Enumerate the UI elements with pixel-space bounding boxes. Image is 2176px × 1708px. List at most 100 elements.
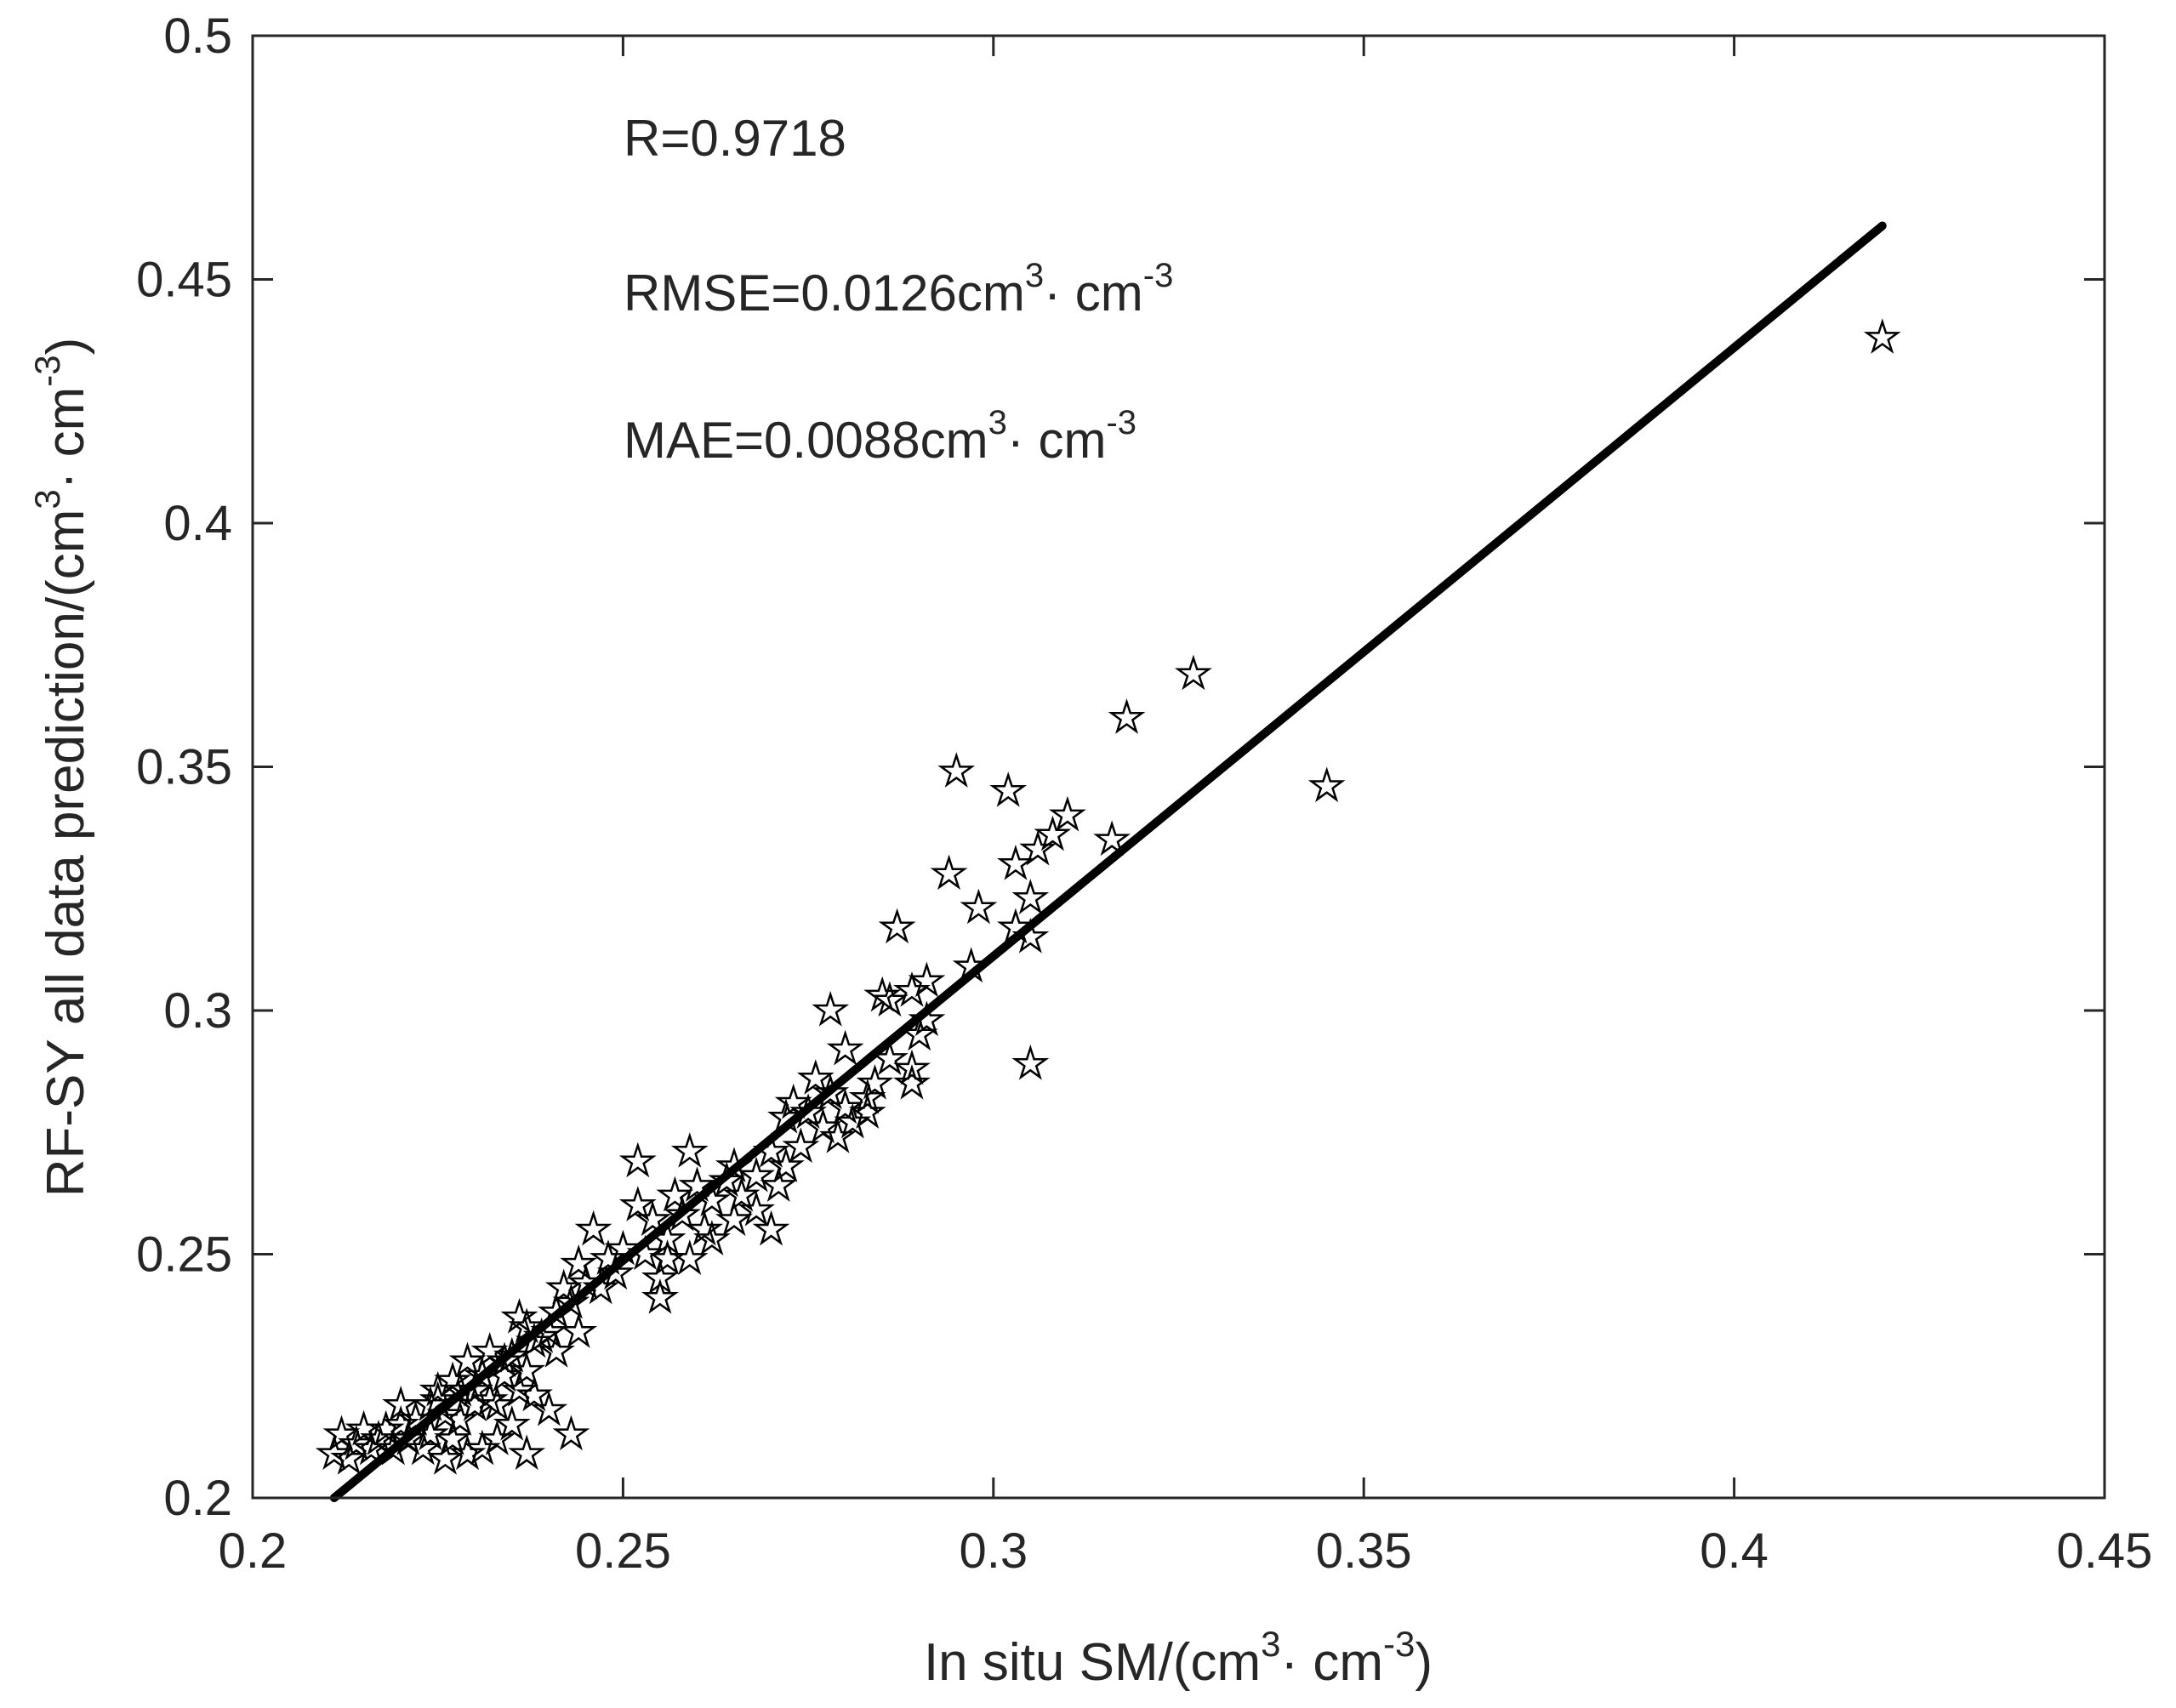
data-point <box>1034 815 1072 851</box>
data-point <box>426 1395 464 1432</box>
data-point <box>834 1102 872 1139</box>
data-point <box>544 1268 583 1305</box>
data-point <box>782 1127 820 1164</box>
x-tick-label: 0.35 <box>1316 1523 1412 1579</box>
data-point <box>664 1195 701 1232</box>
data-point <box>508 1351 546 1387</box>
data-point <box>960 888 998 925</box>
stat-rmse-sup1: 3 <box>1025 257 1044 294</box>
y-axis-label-end: ) <box>37 338 95 356</box>
x-axis-label-sup1: 3 <box>1261 1624 1280 1664</box>
data-point <box>856 1063 894 1100</box>
y-tick-label: 0.45 <box>136 253 232 308</box>
x-axis-label-end: ) <box>1415 1633 1433 1692</box>
data-point <box>738 1190 776 1227</box>
stat-mae-mid: · cm <box>1007 412 1107 469</box>
data-point <box>812 990 850 1027</box>
data-point <box>552 1415 590 1451</box>
data-point <box>1307 766 1346 803</box>
data-point <box>878 908 916 944</box>
data-point <box>404 1429 442 1466</box>
data-point <box>1863 318 1901 354</box>
data-point <box>752 1210 790 1246</box>
data-point <box>486 1341 523 1378</box>
data-point <box>434 1420 472 1455</box>
x-tick-label: 0.2 <box>219 1523 288 1579</box>
data-point <box>997 845 1034 880</box>
data-point <box>760 1166 798 1202</box>
data-point <box>1011 1044 1050 1080</box>
x-axis-label: In situ SM/(cm3· cm-3) <box>924 1624 1433 1692</box>
data-point <box>648 1239 686 1275</box>
data-points <box>315 318 1901 1475</box>
data-point <box>656 1176 694 1212</box>
data-point <box>500 1370 538 1407</box>
data-point <box>590 1239 627 1275</box>
x-axis-label-mid: · cm <box>1280 1633 1383 1692</box>
y-axis-label-mid: · cm <box>37 387 95 490</box>
data-point <box>826 1088 864 1124</box>
data-point <box>848 1079 886 1114</box>
stat-mae: MAE=0.0088cm3· cm-3 <box>624 404 1136 469</box>
stat-rmse-sup2: -3 <box>1143 257 1174 294</box>
data-point <box>1108 698 1146 734</box>
y-axis-label-text: RF-SY all data prediction/(cm <box>37 510 95 1198</box>
stat-mae-sup2: -3 <box>1106 404 1136 441</box>
data-point <box>989 771 1028 807</box>
data-point <box>1019 829 1057 866</box>
x-axis-label-text: In situ SM/(cm <box>924 1633 1261 1692</box>
data-point <box>641 1278 679 1314</box>
axis-ticks: 0.2 0.25 0.3 0.35 0.4 0.45 0.2 0.25 0.3 0.35 0.4 0.… <box>136 9 2152 1579</box>
y-tick-label: 0.5 <box>163 9 232 64</box>
data-point <box>382 1405 420 1441</box>
data-point <box>596 1254 635 1290</box>
y-tick-label: 0.2 <box>163 1471 232 1526</box>
data-point <box>1048 795 1086 832</box>
data-point <box>419 1370 457 1407</box>
data-point <box>337 1424 375 1460</box>
data-point <box>426 1439 464 1475</box>
data-point <box>464 1429 501 1466</box>
data-point <box>330 1439 368 1475</box>
data-point <box>796 1059 835 1095</box>
y-tick-label: 0.35 <box>136 740 232 795</box>
fit-line-layer <box>329 221 1887 1502</box>
data-point <box>500 1297 538 1334</box>
data-point <box>826 1029 864 1066</box>
data-point <box>937 752 976 788</box>
data-point <box>508 1307 546 1344</box>
data-point <box>322 1415 361 1451</box>
y-tick-label: 0.4 <box>163 496 232 551</box>
x-tick-label: 0.3 <box>959 1523 1028 1579</box>
data-point <box>448 1341 487 1378</box>
data-point <box>456 1370 494 1407</box>
data-point <box>893 1063 931 1100</box>
data-point <box>470 1381 509 1417</box>
data-point <box>441 1400 479 1436</box>
data-point <box>893 1049 931 1085</box>
data-point <box>1174 654 1212 691</box>
stat-rmse-mid: · cm <box>1044 265 1143 322</box>
stat-mae-sup1: 3 <box>988 404 1007 441</box>
data-point <box>686 1210 724 1246</box>
data-point <box>618 1142 657 1178</box>
data-point <box>848 1093 886 1129</box>
data-point <box>678 1166 716 1202</box>
x-tick-label: 0.25 <box>575 1523 671 1579</box>
stat-r: R=0.9718 <box>624 110 846 167</box>
data-point <box>1093 820 1131 857</box>
x-axis-label-sup2: -3 <box>1383 1624 1415 1664</box>
x-tick-label: 0.4 <box>1700 1523 1769 1579</box>
data-point <box>493 1405 531 1441</box>
y-axis-label-sup1: 3 <box>27 489 67 509</box>
data-point <box>618 1186 657 1221</box>
data-point <box>870 981 909 1017</box>
x-tick-label: 0.45 <box>2057 1523 2153 1579</box>
fit-line <box>329 221 1887 1502</box>
data-point <box>470 1332 509 1368</box>
data-point <box>352 1429 390 1466</box>
data-point <box>315 1434 353 1471</box>
data-point <box>893 971 931 1007</box>
y-tick-label: 0.3 <box>163 983 232 1039</box>
data-point <box>574 1210 612 1246</box>
